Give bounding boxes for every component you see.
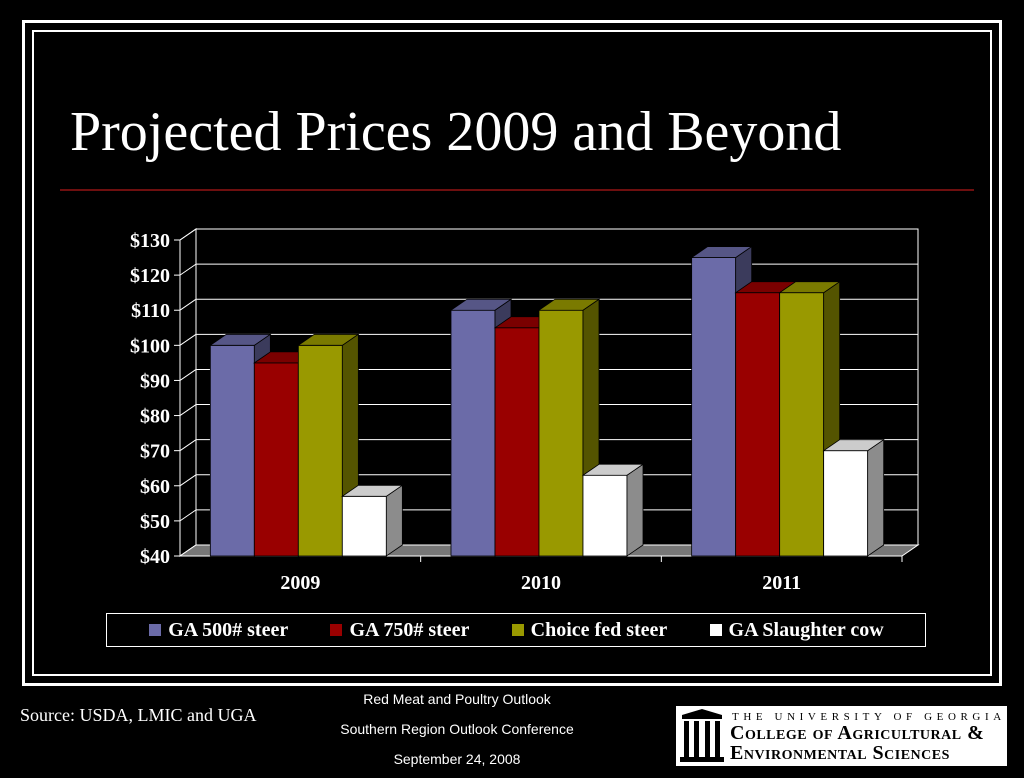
bar-side (867, 438, 885, 557)
legend-item-ga-slaughter-cow: GA Slaughter cow (708, 618, 884, 642)
bar-top (537, 298, 601, 311)
legend-label: GA Slaughter cow (728, 618, 884, 641)
bar-top (822, 439, 885, 452)
legend-label: GA 500# steer (168, 618, 289, 641)
gridline-side (179, 474, 197, 487)
bar (735, 292, 781, 557)
gridline-side (179, 298, 197, 311)
gridline-side (179, 509, 197, 522)
x-tick-label: 2009 (280, 572, 320, 594)
legend-item-choice-fed-steer: Choice fed steer (510, 618, 668, 642)
legend-swatch (708, 623, 723, 637)
legend-item-ga-750-steer: GA 750# steer (329, 619, 469, 642)
bar-top (581, 463, 645, 476)
bar (582, 474, 628, 557)
x-tick-label: 2011 (762, 572, 801, 594)
slide-outer-border (22, 20, 1002, 686)
y-tick-label: $110 (131, 300, 170, 322)
bar-side (385, 484, 403, 557)
bar-top (778, 281, 841, 294)
y-tick-label: $80 (140, 406, 170, 428)
gridline-side (179, 263, 197, 276)
chart-side-wall (179, 228, 197, 557)
gridline-side (179, 333, 197, 346)
bar (691, 257, 737, 557)
bar-top (690, 246, 753, 258)
y-tick-label: $100 (130, 335, 170, 357)
uga-arch-icon (680, 709, 724, 762)
conference-name: Red Meat and Poultry Outlook (363, 691, 551, 707)
y-tick-label: $90 (140, 370, 170, 392)
legend-label: Choice fed steer (530, 618, 668, 641)
bar (538, 309, 584, 557)
bar (450, 309, 496, 557)
legend-swatch (148, 623, 163, 637)
conference-info: Red Meat and Poultry Outlook Southern Re… (300, 688, 614, 778)
chart-legend: GA 500# steer GA 750# steer Choice fed s… (106, 613, 926, 647)
bar (297, 344, 343, 557)
bar-top (341, 484, 404, 497)
bar (823, 450, 869, 557)
legend-swatch (510, 623, 525, 637)
gridline-side (179, 369, 197, 381)
bar (779, 292, 825, 557)
bar-top (209, 333, 272, 346)
logo-sciences-line: Environmental Sciences (730, 742, 950, 764)
gridline-side (179, 439, 197, 452)
gridline-side (179, 404, 197, 416)
bar-side (626, 463, 644, 557)
source-note: Source: USDA, LMIC and UGA (20, 705, 257, 725)
logo-college-line: College of Agricultural & (730, 722, 985, 744)
conference-subtitle: Southern Region Outlook Conference (340, 721, 574, 737)
gridline-side (179, 228, 197, 241)
y-tick-label: $70 (140, 441, 170, 463)
bar-top (297, 333, 360, 346)
legend-item-ga-500-steer: GA 500# steer (148, 619, 288, 642)
bar (494, 327, 540, 557)
conference-date: September 24, 2008 (393, 751, 521, 767)
bar-top (449, 298, 513, 311)
slide-inner-border (32, 30, 992, 676)
bar (341, 495, 387, 557)
legend-label: GA 750# steer (349, 618, 470, 641)
logo-university-name: THE UNIVERSITY OF GEORGIA (732, 711, 1006, 723)
legend-swatch (329, 623, 344, 637)
slide-title: Projected Prices 2009 and Beyond (70, 101, 842, 163)
y-tick-label: $40 (140, 546, 170, 568)
bar (209, 344, 255, 557)
bar (253, 362, 299, 557)
y-tick-label: $120 (130, 265, 170, 287)
y-tick-label: $50 (140, 511, 170, 533)
y-tick-label: $60 (140, 476, 170, 498)
uga-caes-logo: THE UNIVERSITY OF GEORGIA College of Agr… (676, 706, 1007, 766)
x-tick-label: 2010 (521, 572, 561, 594)
y-tick-label: $130 (130, 230, 170, 252)
title-divider (60, 189, 974, 191)
